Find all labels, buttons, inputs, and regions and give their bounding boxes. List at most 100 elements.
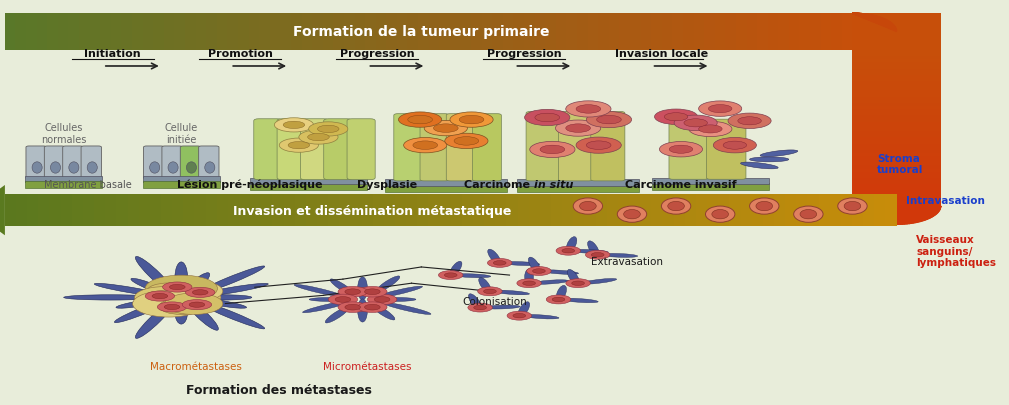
Polygon shape: [853, 207, 940, 224]
Ellipse shape: [459, 116, 484, 124]
Ellipse shape: [152, 294, 167, 299]
Polygon shape: [853, 207, 940, 225]
Bar: [853, 179, 940, 181]
Ellipse shape: [738, 117, 762, 126]
Ellipse shape: [556, 121, 600, 137]
Ellipse shape: [450, 262, 463, 277]
Polygon shape: [853, 207, 940, 225]
Ellipse shape: [517, 279, 542, 288]
Ellipse shape: [705, 207, 735, 223]
Bar: [481, 14, 492, 51]
Bar: [250, 194, 261, 227]
Bar: [451, 194, 462, 227]
Bar: [714, 14, 725, 51]
Ellipse shape: [566, 125, 590, 133]
Polygon shape: [853, 14, 893, 26]
Bar: [507, 194, 518, 227]
FancyBboxPatch shape: [591, 112, 625, 181]
Polygon shape: [853, 207, 940, 215]
Bar: [228, 194, 239, 227]
Bar: [5, 194, 16, 227]
Bar: [529, 194, 540, 227]
Bar: [5, 14, 15, 51]
Bar: [789, 14, 799, 51]
Polygon shape: [853, 207, 940, 213]
Polygon shape: [853, 207, 940, 224]
Bar: [384, 180, 508, 186]
Bar: [641, 14, 651, 51]
Bar: [514, 14, 524, 51]
Bar: [853, 69, 940, 72]
Ellipse shape: [655, 110, 697, 125]
Bar: [853, 200, 940, 203]
Polygon shape: [853, 14, 871, 16]
Ellipse shape: [845, 202, 861, 211]
Bar: [149, 194, 161, 227]
Bar: [354, 14, 365, 51]
Ellipse shape: [728, 114, 771, 129]
Bar: [853, 72, 940, 76]
FancyBboxPatch shape: [199, 147, 219, 179]
Bar: [853, 147, 940, 150]
Bar: [704, 14, 714, 51]
Ellipse shape: [164, 305, 180, 310]
Bar: [829, 194, 840, 227]
Ellipse shape: [175, 300, 188, 324]
Polygon shape: [853, 207, 940, 224]
Ellipse shape: [294, 285, 343, 297]
Bar: [752, 194, 763, 227]
Ellipse shape: [837, 198, 867, 215]
Ellipse shape: [289, 142, 310, 149]
Ellipse shape: [116, 298, 171, 309]
Bar: [651, 14, 662, 51]
Bar: [439, 14, 450, 51]
Ellipse shape: [586, 142, 611, 150]
Bar: [820, 14, 831, 51]
Polygon shape: [853, 207, 940, 221]
Ellipse shape: [177, 290, 221, 306]
Ellipse shape: [198, 284, 268, 297]
Bar: [317, 194, 328, 227]
Polygon shape: [853, 14, 895, 28]
Bar: [312, 14, 323, 51]
Polygon shape: [853, 14, 877, 17]
Text: Intravasation: Intravasation: [906, 196, 985, 205]
Ellipse shape: [131, 279, 174, 296]
Ellipse shape: [187, 162, 197, 174]
Polygon shape: [853, 14, 875, 17]
Bar: [518, 194, 529, 227]
Polygon shape: [853, 207, 940, 225]
Bar: [778, 14, 789, 51]
Bar: [551, 194, 562, 227]
Text: Initiation: Initiation: [85, 49, 141, 59]
Bar: [90, 14, 100, 51]
Text: Progression: Progression: [487, 49, 562, 59]
Ellipse shape: [157, 302, 187, 312]
Bar: [25, 182, 102, 188]
Text: Extravasation: Extravasation: [591, 256, 663, 266]
Bar: [853, 157, 940, 160]
Bar: [306, 194, 317, 227]
Bar: [747, 14, 757, 51]
Ellipse shape: [576, 105, 600, 114]
Ellipse shape: [661, 198, 691, 215]
Bar: [344, 14, 354, 51]
Ellipse shape: [624, 210, 641, 220]
Bar: [842, 14, 853, 51]
Text: Lésion pré-néoplasique: Lésion pré-néoplasique: [178, 179, 323, 190]
Ellipse shape: [186, 288, 215, 298]
Bar: [328, 194, 339, 227]
Ellipse shape: [664, 113, 688, 121]
Bar: [853, 116, 940, 119]
Bar: [47, 14, 58, 51]
Ellipse shape: [328, 294, 357, 305]
Bar: [16, 194, 27, 227]
Text: Formation de la tumeur primaire: Formation de la tumeur primaire: [293, 26, 550, 39]
Ellipse shape: [198, 266, 264, 294]
Bar: [153, 14, 163, 51]
FancyBboxPatch shape: [143, 147, 163, 179]
Ellipse shape: [450, 113, 493, 128]
Bar: [853, 104, 940, 107]
Bar: [272, 194, 284, 227]
Polygon shape: [853, 207, 940, 223]
